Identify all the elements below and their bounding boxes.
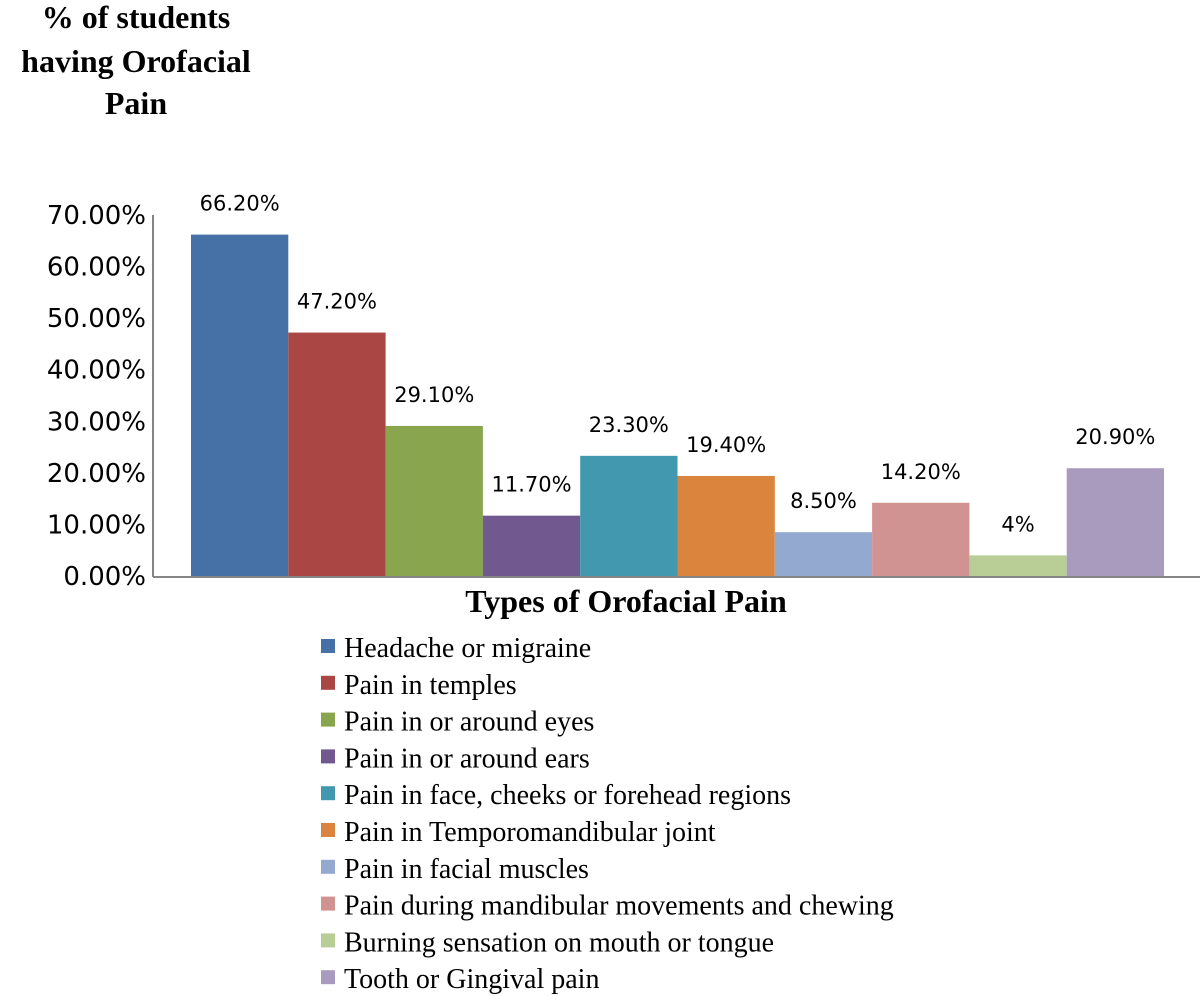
legend-swatch	[321, 970, 335, 985]
legend-swatch	[321, 896, 335, 911]
legend-entry: Burning sensation on mouth or tongue	[344, 927, 774, 958]
legend-entry: Headache or migraine	[344, 633, 591, 664]
legend-swatch	[321, 823, 335, 837]
legend-swatch	[321, 749, 335, 764]
legend-entry: Pain in or around ears	[344, 743, 590, 774]
bar	[774, 532, 873, 576]
y-tick-label: 70.00%	[47, 201, 146, 231]
data-label: 8.50%	[790, 489, 857, 513]
legend-swatch	[321, 675, 335, 690]
legend-swatch	[321, 859, 335, 874]
bar	[969, 555, 1067, 576]
y-axis-title: % of students having Orofacial Pain	[21, 0, 251, 121]
data-label: 14.20%	[881, 460, 961, 484]
legend-swatch	[321, 712, 335, 727]
y-axis-title-line: having Orofacial	[21, 43, 251, 79]
legend-entry: Tooth or Gingival pain	[344, 964, 599, 995]
axes	[152, 215, 1200, 578]
data-label: 20.90%	[1075, 425, 1155, 449]
data-label: 29.10%	[394, 383, 474, 407]
y-axis-ticks: 0.00% 10.00% 20.00% 30.00% 40.00% 50.00% 60.00…	[47, 201, 146, 592]
y-tick-label: 50.00%	[47, 304, 146, 334]
y-axis-title-line: % of students	[42, 0, 230, 35]
legend-entry: Pain in face, cheeks or forehead regions	[344, 780, 791, 811]
y-axis-title-line: Pain	[105, 85, 167, 121]
legend-swatch	[321, 786, 335, 801]
data-labels: 66.20% 47.20% 29.10% 11.70% 23.30% 19.40% 8.50…	[200, 192, 1156, 537]
legend: Headache or migraine Pain in temples Pain …	[321, 633, 894, 995]
y-tick-label: 60.00%	[47, 253, 146, 283]
bars	[191, 234, 1164, 576]
data-label: 47.20%	[297, 290, 377, 314]
legend-entry: Pain in Temporomandibular joint	[344, 817, 716, 848]
y-tick-label: 40.00%	[47, 356, 146, 386]
legend-entry: Pain in temples	[344, 670, 517, 701]
y-tick-label: 20.00%	[47, 459, 146, 489]
legend-entry: Pain in or around eyes	[344, 707, 594, 738]
bar	[482, 515, 581, 576]
bar	[872, 502, 970, 576]
data-label: 4%	[1001, 512, 1034, 536]
bar	[385, 425, 483, 576]
y-tick-label: 30.00%	[47, 407, 146, 437]
legend-entry: Pain in facial muscles	[344, 854, 589, 885]
bar	[191, 234, 289, 576]
legend-swatch	[321, 933, 335, 948]
legend-entry: Pain during mandibular movements and che…	[344, 891, 894, 922]
legend-swatch	[321, 639, 335, 653]
data-label: 19.40%	[686, 433, 766, 457]
y-tick-label: 0.00%	[63, 562, 146, 592]
bar	[288, 332, 386, 576]
bar	[1066, 468, 1164, 576]
x-axis-title: Types of Orofacial Pain	[465, 583, 787, 619]
data-label: 66.20%	[200, 192, 280, 216]
data-label: 23.30%	[589, 413, 669, 437]
bar	[580, 455, 678, 576]
bar	[677, 475, 775, 576]
y-tick-label: 10.00%	[47, 510, 146, 540]
data-label: 11.70%	[492, 473, 572, 497]
